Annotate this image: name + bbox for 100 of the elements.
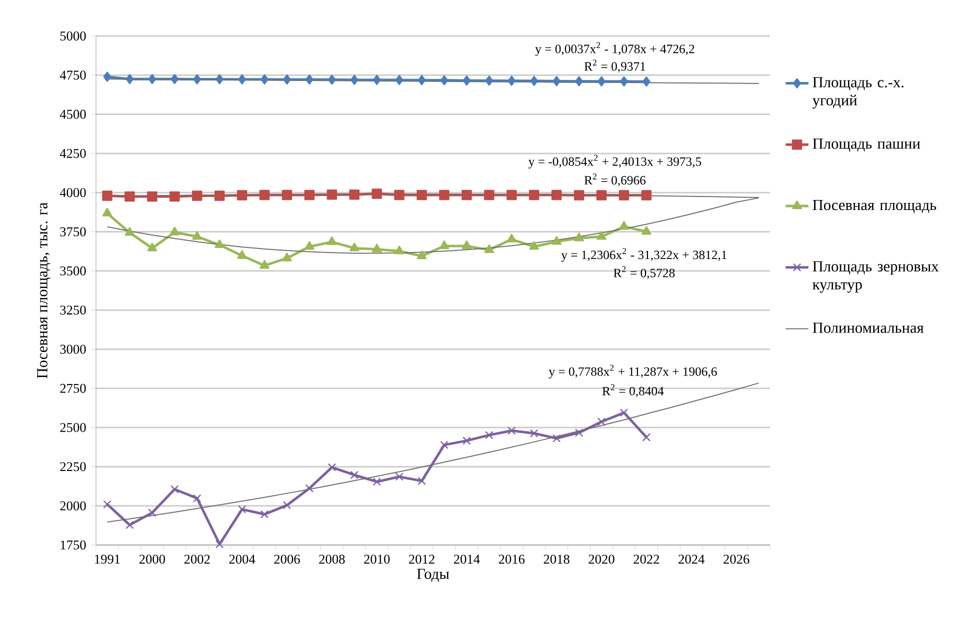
point (439, 190, 450, 200)
point (350, 74, 358, 85)
point (395, 74, 404, 86)
x-tick-label: 2008 (319, 554, 345, 564)
point (642, 433, 651, 442)
x-tick-label: 2006 (274, 554, 300, 564)
x-tick-label: 2022 (634, 554, 660, 564)
point (214, 239, 224, 248)
point (462, 75, 471, 86)
point (326, 190, 338, 200)
legend-label: Площадь пашни (812, 138, 920, 152)
y-tick-label: 3000 (60, 344, 86, 354)
point (598, 76, 606, 87)
y-tick-label: 4750 (60, 70, 86, 80)
y-tick-label: 2000 (60, 501, 86, 510)
point (124, 191, 135, 202)
point (326, 236, 337, 246)
point (124, 227, 135, 236)
annotation: y = 0,7788x$^{2}$ + 11,287x + 1906,6 (548, 364, 717, 378)
annotation: R$^{2}$ = 0,5728 (614, 266, 675, 280)
x-tick-label: 2002 (184, 554, 210, 564)
y-tick-label: 2750 (60, 384, 86, 393)
y-tick-label: 4500 (60, 110, 86, 119)
point (170, 191, 180, 202)
point (641, 190, 652, 200)
point (282, 501, 292, 510)
point (102, 208, 112, 216)
point (238, 505, 246, 514)
point (642, 76, 650, 87)
point (215, 540, 224, 548)
point (170, 74, 179, 84)
point (508, 426, 516, 435)
point (170, 226, 180, 236)
legend-label: Посевная площадь (812, 200, 936, 214)
annotation: R$^{2}$ = 0,9371 (584, 60, 646, 73)
point (552, 236, 562, 245)
point (462, 190, 472, 200)
point (260, 510, 269, 518)
point (349, 242, 360, 252)
point (147, 242, 158, 252)
y-tick-label: 4250 (60, 148, 86, 158)
point (620, 408, 628, 417)
x-tick-label: 2018 (544, 554, 570, 564)
point (372, 244, 382, 252)
x-tick-label: 2026 (724, 554, 750, 564)
point (349, 190, 360, 200)
point (214, 190, 225, 201)
x-tick-label: 2010 (364, 554, 390, 564)
y-tick-label: 3250 (60, 306, 86, 315)
point (439, 240, 450, 250)
point (552, 76, 561, 86)
point (236, 190, 248, 200)
point (552, 434, 561, 442)
point (259, 190, 270, 200)
point (328, 74, 336, 85)
point (260, 74, 268, 84)
annotation: y = -0,0854x$^{2}$ + 2,4013x + 3973,5 (528, 154, 702, 168)
point (618, 190, 630, 200)
y-tick-label: 5000 (60, 31, 86, 40)
point (372, 188, 382, 199)
legend-label: Полиномиальная (812, 322, 924, 333)
line-series (106, 382, 760, 522)
point (485, 430, 494, 440)
point (372, 74, 381, 85)
point (192, 190, 202, 201)
x-tick-label: 2004 (229, 554, 256, 564)
point (394, 246, 404, 254)
point (574, 232, 584, 242)
y-tick-label: 2250 (60, 462, 86, 472)
point (530, 76, 538, 86)
point (192, 231, 202, 240)
point (103, 72, 112, 82)
point (237, 250, 247, 259)
annotation: R$^{2}$ = 0,6966 (584, 173, 646, 186)
y-tick-label: 4000 (60, 188, 86, 198)
point (416, 250, 427, 260)
point (304, 241, 314, 250)
x-tick-label: 2020 (588, 554, 614, 564)
point (418, 75, 426, 86)
point (551, 190, 562, 200)
point (282, 74, 291, 85)
point (416, 190, 427, 200)
point (350, 470, 359, 480)
point (238, 74, 246, 84)
point (328, 463, 336, 472)
point (462, 240, 472, 250)
point (418, 476, 426, 486)
point (102, 190, 112, 201)
x-tick-label: 2024 (678, 554, 705, 564)
point (260, 260, 270, 269)
point (529, 241, 540, 250)
x-tick-label: 2014 (454, 554, 480, 564)
y-tick-label: 1750 (60, 540, 86, 550)
point (530, 429, 538, 438)
y-tick-label: 3500 (60, 266, 86, 276)
point (620, 76, 628, 87)
point (462, 436, 471, 445)
point (148, 508, 156, 517)
point (596, 231, 606, 240)
x-tick-label: 2016 (498, 554, 525, 564)
